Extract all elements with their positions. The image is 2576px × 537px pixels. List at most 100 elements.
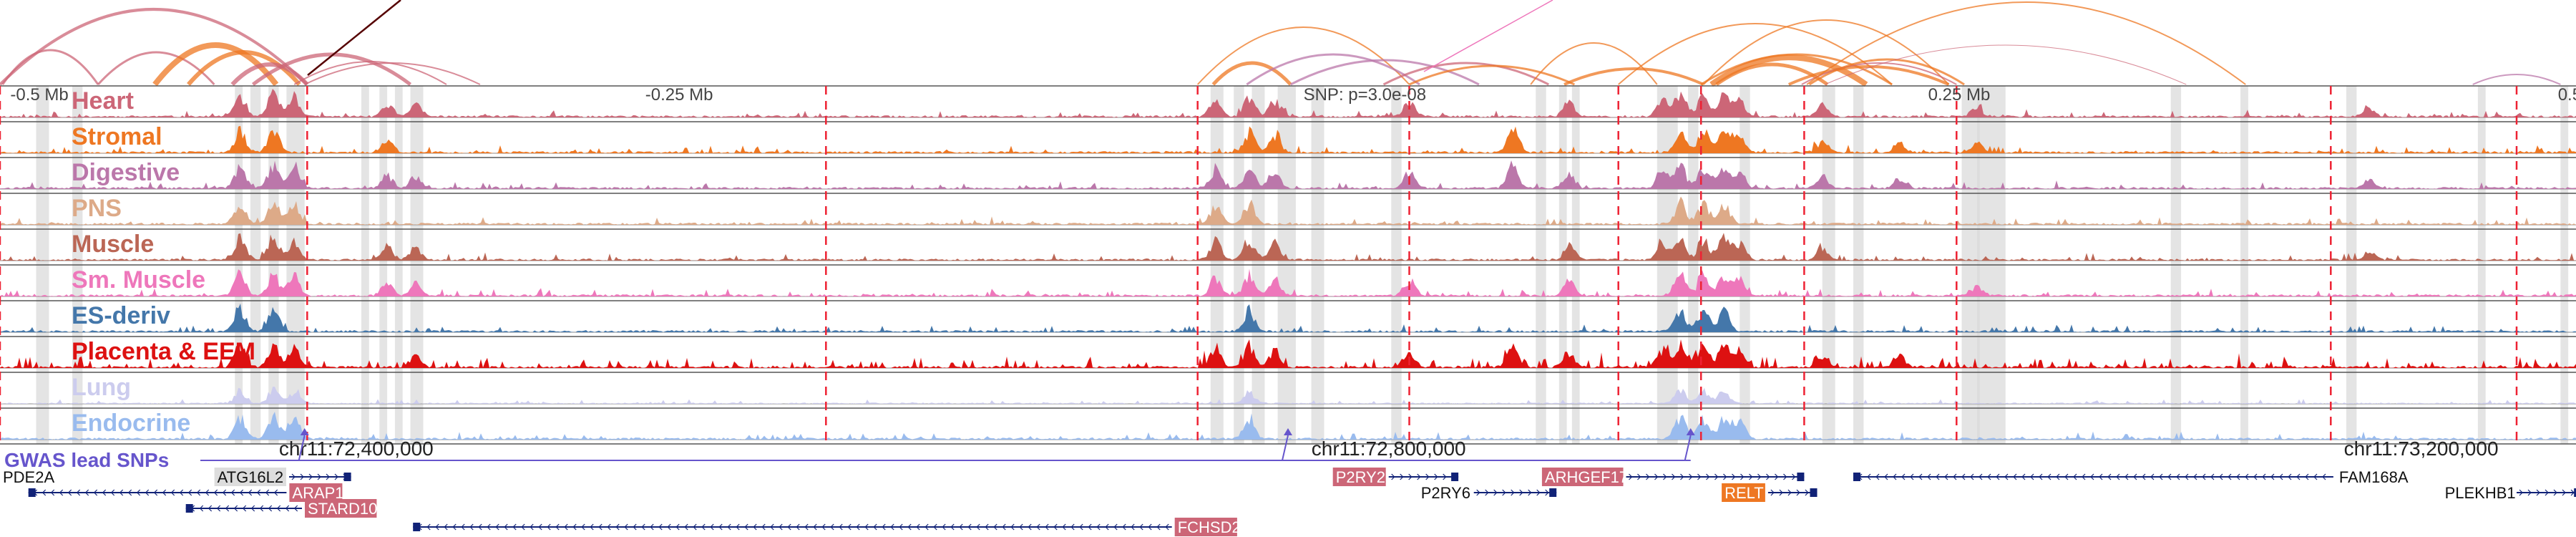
gene-strand-chevron	[1893, 473, 1897, 480]
gene-strand-chevron	[2202, 473, 2206, 480]
gene-strand-chevron	[1953, 473, 1957, 480]
gene-strand-chevron	[268, 505, 273, 512]
gene-strand-chevron	[435, 523, 439, 531]
gene-strand-chevron	[564, 523, 568, 531]
gene-strand-chevron	[1425, 473, 1430, 480]
gene-strand-chevron	[317, 473, 321, 480]
gene-strand-chevron	[718, 523, 723, 531]
gene-exon-stard10	[185, 504, 193, 513]
gene-label-fam168a: FAM168A	[2339, 468, 2409, 486]
coordinate-label-2: chr11:73,200,000	[2344, 437, 2499, 460]
gene-label-p2ry6: P2RY6	[1421, 484, 1470, 502]
arc-offscreen-dark	[307, 0, 401, 76]
gene-exon-fam168a	[1853, 473, 1860, 481]
gene-strand-chevron	[1417, 473, 1421, 480]
gene-strand-chevron	[293, 505, 298, 512]
gene-strand-chevron	[300, 473, 304, 480]
gene-strand-chevron	[196, 489, 201, 496]
track-label-placenta-eem: Placenta & EEM	[72, 338, 255, 365]
gene-stard10: STARD10	[185, 499, 377, 518]
arc-20	[1709, 54, 1868, 87]
gene-fchsd2: FCHSD2	[413, 518, 1241, 536]
gene-strand-chevron	[170, 489, 175, 496]
signal-pns	[0, 196, 2576, 225]
gene-strand-chevron	[942, 523, 946, 531]
gene-strand-chevron	[1680, 473, 1684, 480]
gene-strand-chevron	[199, 505, 204, 512]
track-label-endocrine: Endocrine	[72, 410, 190, 437]
gwas-snp-stem-0	[298, 435, 306, 461]
gene-strand-chevron	[1944, 473, 1948, 480]
gene-strand-chevron	[787, 523, 791, 531]
gene-strand-chevron	[547, 523, 551, 531]
gene-strand-chevron	[753, 523, 757, 531]
gene-strand-chevron	[701, 523, 706, 531]
gene-strand-chevron	[856, 523, 860, 531]
gene-strand-chevron	[2322, 473, 2326, 480]
gene-strand-chevron	[2167, 473, 2172, 480]
arc-12	[1289, 59, 1480, 86]
gene-strand-chevron	[1010, 523, 1015, 531]
gene-strand-chevron	[2030, 473, 2034, 480]
gene-strand-chevron	[1714, 473, 1719, 480]
gene-strand-chevron	[291, 473, 296, 480]
gene-exon-relt	[1810, 488, 1818, 497]
gene-strand-chevron	[2073, 473, 2077, 480]
gwas-snp-marker-2	[1686, 428, 1695, 435]
arc-5	[230, 62, 309, 87]
gene-strand-chevron	[1408, 473, 1413, 480]
track-label-digestive: Digestive	[72, 159, 180, 186]
gene-strand-chevron	[624, 523, 628, 531]
gene-strand-chevron	[1672, 473, 1676, 480]
gene-strand-chevron	[736, 523, 740, 531]
gene-strand-chevron	[1757, 473, 1762, 480]
gene-strand-chevron	[2047, 473, 2051, 480]
gene-strand-chevron	[873, 523, 877, 531]
gene-strand-chevron	[1391, 473, 1395, 480]
arc-offscreen-pink	[1423, 0, 1553, 72]
arc-11	[1246, 53, 1420, 86]
gene-strand-chevron	[1805, 489, 1809, 496]
gene-strand-chevron	[504, 523, 508, 531]
gene-strand-chevron	[2056, 473, 2060, 480]
gene-strand-chevron	[1088, 523, 1092, 531]
gene-strand-chevron	[1787, 489, 1792, 496]
coordinate-label-0: chr11:72,400,000	[279, 437, 434, 460]
gene-exon-arap1	[28, 488, 36, 497]
gene-strand-chevron	[469, 523, 474, 531]
gene-strand-chevron	[2313, 473, 2318, 480]
gene-strand-chevron	[1689, 473, 1693, 480]
gene-strand-chevron	[1796, 489, 1800, 496]
gene-strand-chevron	[1122, 523, 1126, 531]
gene-strand-chevron	[864, 523, 869, 531]
gene-strand-chevron	[684, 523, 688, 531]
gene-strand-chevron	[42, 489, 47, 496]
gene-strand-chevron	[2064, 473, 2069, 480]
scale-label-right: 0.5 Mb	[2558, 85, 2576, 105]
gene-strand-chevron	[1131, 523, 1135, 531]
signal-sm-muscle	[0, 268, 2576, 296]
arc-6	[251, 52, 412, 86]
gene-strand-chevron	[1096, 523, 1101, 531]
gene-strand-chevron	[821, 523, 826, 531]
gene-strand-chevron	[276, 505, 281, 512]
gwas-snp-stem-1	[1282, 435, 1289, 461]
gene-strand-chevron	[598, 523, 602, 531]
gene-strand-chevron	[796, 523, 800, 531]
gene-p2ry6: P2RY6	[1421, 484, 1557, 502]
gene-strand-chevron	[727, 523, 731, 531]
scale-labels: -0.5 Mb -0.25 Mb SNP: p=3.0e-08 0.25 Mb 0.5 …	[10, 85, 2576, 105]
gene-strand-chevron	[641, 523, 645, 531]
gene-strand-chevron	[2253, 473, 2258, 480]
gene-strand-chevron	[259, 505, 264, 512]
gene-strand-chevron	[1139, 523, 1143, 531]
arc-1	[1, 49, 99, 85]
gene-strand-chevron	[744, 523, 748, 531]
gene-strand-chevron	[2090, 473, 2094, 480]
coordinate-axis: chr11:72,400,000 chr11:72,800,000 chr11:73…	[279, 437, 2499, 460]
gene-strand-chevron	[452, 523, 457, 531]
gene-strand-chevron	[1637, 473, 1641, 480]
gene-strand-chevron	[2270, 473, 2275, 480]
gene-strand-chevron	[2527, 489, 2532, 496]
gene-strand-chevron	[93, 489, 98, 496]
